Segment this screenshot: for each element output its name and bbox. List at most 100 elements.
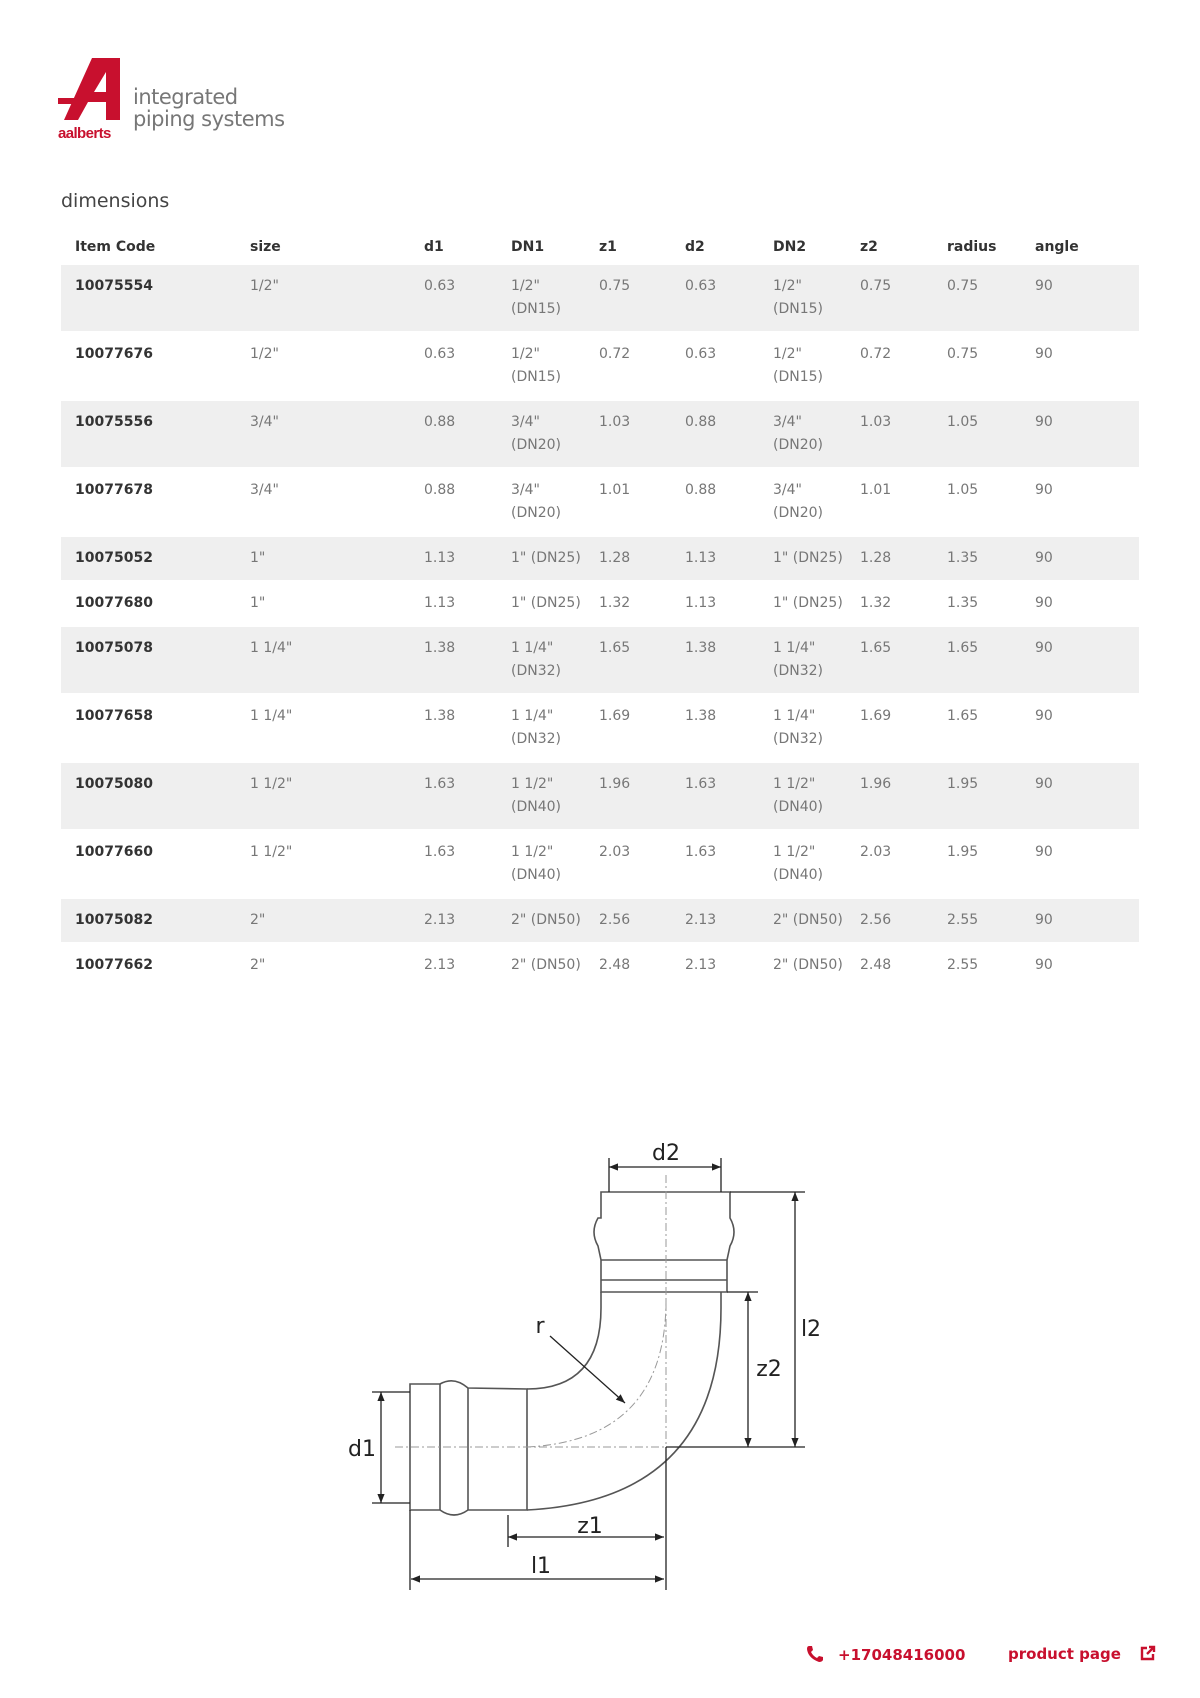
table-row: 10075052 1" 1.13 1" (DN25) 1.28 1.13 1" (DN25)… [61, 536, 1139, 581]
table-cell: 1.05 [933, 400, 1021, 468]
table-cell: 90 [1035, 595, 1053, 611]
table-cell: 3/4" (DN20) [773, 482, 823, 521]
table-cell: 0.88 [685, 482, 717, 498]
table-cell: 10075082 [61, 898, 236, 943]
label-r: r [535, 1314, 545, 1339]
table-cell: 1 1/4" [250, 708, 293, 724]
aalberts-logo: aalberts [58, 58, 120, 142]
table-cell: 1" [250, 595, 266, 611]
table-cell: 1.01 [860, 482, 892, 498]
table-cell: 1 1/4" (DN32) [759, 626, 846, 694]
table-row: 10075080 1 1/2" 1.63 1 1/2" (DN40) 1.96 1.63 1… [61, 762, 1139, 830]
table-cell: 1.03 [846, 400, 933, 468]
table-cell: 1" (DN25) [497, 536, 585, 581]
table-cell: 1.38 [671, 626, 759, 694]
table-cell: 1" (DN25) [759, 536, 846, 581]
table-cell: 90 [1021, 264, 1139, 332]
table-cell: 1.38 [424, 708, 456, 724]
table-cell: 1.28 [846, 536, 933, 581]
table-cell: 90 [1035, 346, 1053, 362]
table-cell: 90 [1035, 482, 1053, 498]
table-cell: 1.65 [933, 626, 1021, 694]
table-cell: 1 1/2" [250, 844, 293, 860]
table-cell: 90 [1021, 898, 1139, 943]
column-header: DN2 [773, 238, 807, 255]
table-cell: 1.69 [599, 708, 631, 724]
table-cell: 1.96 [585, 762, 671, 830]
phone-link[interactable]: +17048416000 [806, 1645, 965, 1664]
table-row: 10077658 1 1/4" 1.38 1 1/4" (DN32) 1.69 1.38 1… [61, 694, 1139, 762]
table-cell: 0.88 [424, 482, 456, 498]
table-cell: 1" (DN25) [511, 595, 581, 611]
table-cell: 1 1/2" (DN40) [497, 762, 585, 830]
table-cell: 1.65 [947, 708, 979, 724]
table-cell: 0.75 [585, 264, 671, 332]
table-cell: 0.75 [846, 264, 933, 332]
table-cell: 1.28 [585, 536, 671, 581]
table-cell: 1.32 [860, 595, 892, 611]
tagline-line1: integrated [133, 85, 238, 109]
table-cell: 0.63 [410, 264, 497, 332]
table-cell: 2.13 [424, 957, 456, 973]
table-cell: 1/2" (DN15) [511, 346, 561, 385]
table-cell: 1.63 [685, 844, 717, 860]
table-cell: 3/4" [236, 400, 410, 468]
table-row: 10075082 2" 2.13 2" (DN50) 2.56 2.13 2" (DN50)… [61, 898, 1139, 943]
product-page-link[interactable]: product page [1008, 1645, 1156, 1663]
table-cell: 10077678 [75, 482, 153, 498]
table-cell: 3/4" (DN20) [511, 482, 561, 521]
product-page-label[interactable]: product page [1008, 1645, 1121, 1663]
table-row: 10077678 3/4" 0.88 3/4" (DN20) 1.01 0.88 3/4" … [61, 468, 1139, 536]
table-cell: 0.75 [947, 346, 979, 362]
table-cell: 90 [1021, 400, 1139, 468]
table-cell: 10075078 [61, 626, 236, 694]
table-cell: 1.95 [947, 844, 979, 860]
table-cell: 1" (DN25) [773, 595, 843, 611]
table-cell: 10075554 [61, 264, 236, 332]
table-cell: 1 1/4" (DN32) [773, 708, 823, 747]
table-cell: 2" (DN50) [759, 898, 846, 943]
table-row: 10075078 1 1/4" 1.38 1 1/4" (DN32) 1.65 1.38 1… [61, 626, 1139, 694]
table-cell: 2" (DN50) [773, 957, 843, 973]
tagline-line2: piping systems [133, 107, 285, 131]
table-row: 10077676 1/2" 0.63 1/2" (DN15) 0.72 0.63 1/2" … [61, 332, 1139, 400]
table-row: 10077660 1 1/2" 1.63 1 1/2" (DN40) 2.03 1.63 1… [61, 830, 1139, 898]
table-cell: 10077676 [75, 346, 153, 362]
table-cell: 0.75 [933, 264, 1021, 332]
table-row: 10075554 1/2" 0.63 1/2" (DN15) 0.75 0.63 1/2" … [61, 264, 1139, 332]
table-cell: 1.95 [933, 762, 1021, 830]
phone-number[interactable]: +17048416000 [838, 1646, 966, 1664]
table-cell: 2" (DN50) [511, 957, 581, 973]
table-cell: 3/4" (DN20) [759, 400, 846, 468]
section-title: dimensions [61, 190, 170, 212]
table-cell: 2.13 [671, 898, 759, 943]
table-cell: 10075080 [61, 762, 236, 830]
table-cell: 0.63 [424, 346, 456, 362]
table-cell: 1.63 [410, 762, 497, 830]
table-cell: 1.13 [410, 536, 497, 581]
table-cell: 1 1/2" (DN40) [759, 762, 846, 830]
table-cell: 90 [1021, 536, 1139, 581]
table-cell: 90 [1035, 957, 1053, 973]
tagline: integrated piping systems [133, 86, 285, 130]
table-cell: 2.03 [599, 844, 631, 860]
column-header: DN1 [511, 238, 545, 255]
table-cell: 0.63 [671, 264, 759, 332]
svg-text:aalberts: aalberts [58, 125, 111, 142]
table-cell: 10077658 [75, 708, 153, 724]
table-cell: 0.88 [671, 400, 759, 468]
table-cell: 0.72 [860, 346, 892, 362]
table-cell: 1 1/2" (DN40) [511, 844, 561, 883]
table-cell: 1.63 [671, 762, 759, 830]
label-z2: z2 [756, 1357, 782, 1382]
table-cell: 1 1/2" [236, 762, 410, 830]
table-cell: 1.65 [846, 626, 933, 694]
table-cell: 3/4" (DN20) [497, 400, 585, 468]
column-header: item code [75, 238, 156, 255]
table-cell: 2" [250, 957, 266, 973]
table-cell: 0.63 [685, 346, 717, 362]
table-cell: 10077660 [75, 844, 153, 860]
table-cell: 0.88 [410, 400, 497, 468]
table-cell: 90 [1021, 762, 1139, 830]
